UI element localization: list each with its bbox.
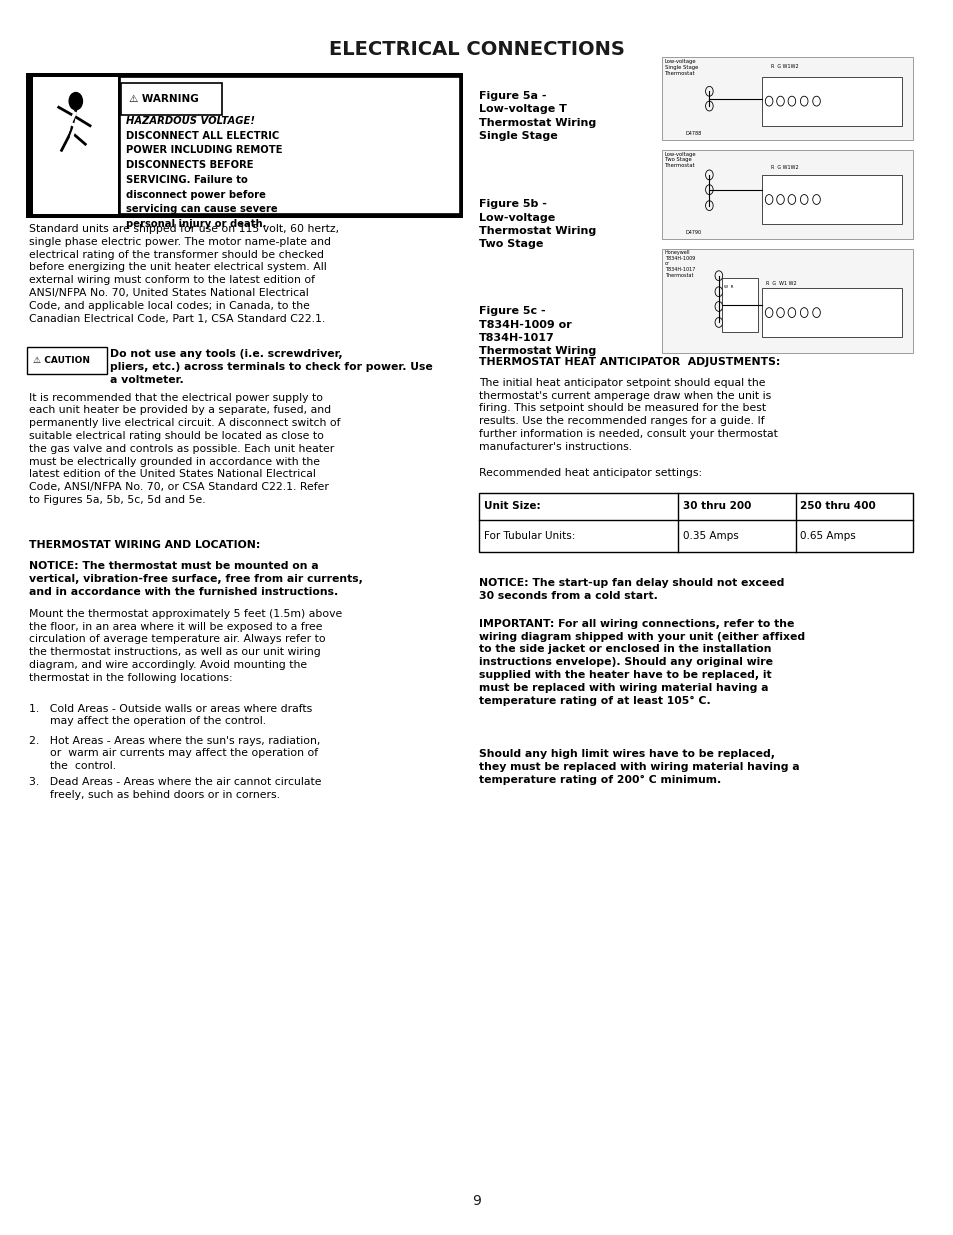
Text: 250 thru 400: 250 thru 400 <box>800 501 875 511</box>
Text: 0.35 Amps: 0.35 Amps <box>682 531 738 541</box>
Text: The initial heat anticipator setpoint should equal the
thermostat's current ampe: The initial heat anticipator setpoint sh… <box>478 378 777 452</box>
Text: Figure 5c -
T834H-1009 or
T834H-1017
Thermostat Wiring: Figure 5c - T834H-1009 or T834H-1017 The… <box>478 306 596 356</box>
Text: ⚠ CAUTION: ⚠ CAUTION <box>33 356 90 366</box>
Text: POWER INCLUDING REMOTE: POWER INCLUDING REMOTE <box>126 146 282 156</box>
Text: 0.65 Amps: 0.65 Amps <box>800 531 855 541</box>
Text: personal injury or death.: personal injury or death. <box>126 219 266 230</box>
Text: R  G W1W2: R G W1W2 <box>770 165 798 170</box>
FancyBboxPatch shape <box>28 347 107 374</box>
Text: D4788: D4788 <box>685 131 701 136</box>
Text: Figure 5a -
Low-voltage T
Thermostat Wiring
Single Stage: Figure 5a - Low-voltage T Thermostat Wir… <box>478 91 596 141</box>
Text: Standard units are shipped for use on 115 volt, 60 hertz,
single phase electric : Standard units are shipped for use on 11… <box>30 224 339 324</box>
FancyBboxPatch shape <box>760 288 901 337</box>
Text: For Tubular Units:: For Tubular Units: <box>483 531 575 541</box>
Text: 9: 9 <box>472 1194 481 1209</box>
Text: Unit Size:: Unit Size: <box>483 501 539 511</box>
Text: R  G W1W2: R G W1W2 <box>770 64 798 69</box>
Text: THERMOSTAT HEAT ANTICIPATOR  ADJUSTMENTS:: THERMOSTAT HEAT ANTICIPATOR ADJUSTMENTS: <box>478 357 780 367</box>
Text: Figure 5b -
Low-voltage
Thermostat Wiring
Two Stage: Figure 5b - Low-voltage Thermostat Wirin… <box>478 200 596 249</box>
FancyBboxPatch shape <box>760 175 901 224</box>
Text: HAZARDOUS VOLTAGE!: HAZARDOUS VOLTAGE! <box>126 116 254 126</box>
Text: Recommended heat anticipator settings:: Recommended heat anticipator settings: <box>478 468 701 478</box>
Text: IMPORTANT: For all wiring connections, refer to the
wiring diagram shipped with : IMPORTANT: For all wiring connections, r… <box>478 619 804 705</box>
Text: Low-voltage
Two Stage
Thermostat: Low-voltage Two Stage Thermostat <box>664 152 696 168</box>
Text: servicing can cause severe: servicing can cause severe <box>126 205 277 215</box>
Text: THERMOSTAT WIRING AND LOCATION:: THERMOSTAT WIRING AND LOCATION: <box>30 540 260 550</box>
Text: D4790: D4790 <box>685 230 701 235</box>
Text: 1.   Cold Areas - Outside walls or areas where drafts
      may affect the opera: 1. Cold Areas - Outside walls or areas w… <box>30 704 313 726</box>
Text: Low-voltage
Single Stage
Thermostat: Low-voltage Single Stage Thermostat <box>664 59 698 75</box>
FancyBboxPatch shape <box>121 83 222 115</box>
Text: NOTICE: The thermostat must be mounted on a
vertical, vibration-free surface, fr: NOTICE: The thermostat must be mounted o… <box>30 561 363 597</box>
Text: 2.   Hot Areas - Areas where the sun's rays, radiation,
      or  warm air curre: 2. Hot Areas - Areas where the sun's ray… <box>30 736 320 771</box>
Text: Mount the thermostat approximately 5 feet (1.5m) above
the floor, in an area whe: Mount the thermostat approximately 5 fee… <box>30 609 342 683</box>
Text: Honeywell
T834H-1009
or
T834H-1017
Thermostat: Honeywell T834H-1009 or T834H-1017 Therm… <box>664 249 695 278</box>
Text: It is recommended that the electrical power supply to
each unit heater be provid: It is recommended that the electrical po… <box>30 393 340 505</box>
Text: SERVICING. Failure to: SERVICING. Failure to <box>126 175 248 185</box>
Text: 3.   Dead Areas - Areas where the air cannot circulate
      freely, such as beh: 3. Dead Areas - Areas where the air cann… <box>30 777 321 800</box>
Text: disconnect power before: disconnect power before <box>126 190 266 200</box>
Bar <box>478 493 912 552</box>
FancyBboxPatch shape <box>120 77 459 214</box>
FancyBboxPatch shape <box>661 57 912 141</box>
Text: ELECTRICAL CONNECTIONS: ELECTRICAL CONNECTIONS <box>329 40 624 59</box>
FancyBboxPatch shape <box>720 278 757 332</box>
Text: Should any high limit wires have to be replaced,
they must be replaced with wiri: Should any high limit wires have to be r… <box>478 750 799 784</box>
FancyBboxPatch shape <box>760 77 901 126</box>
FancyBboxPatch shape <box>661 248 912 353</box>
Circle shape <box>70 93 82 110</box>
Text: DISCONNECTS BEFORE: DISCONNECTS BEFORE <box>126 161 253 170</box>
Text: 30 thru 200: 30 thru 200 <box>682 501 750 511</box>
Text: NOTICE: The start-up fan delay should not exceed
30 seconds from a cold start.: NOTICE: The start-up fan delay should no… <box>478 578 783 601</box>
Text: W  R: W R <box>722 285 732 289</box>
Text: Do not use any tools (i.e. screwdriver,
pliers, etc.) across terminals to check : Do not use any tools (i.e. screwdriver, … <box>110 350 433 385</box>
FancyBboxPatch shape <box>27 73 462 217</box>
FancyBboxPatch shape <box>661 151 912 238</box>
FancyBboxPatch shape <box>33 77 118 214</box>
Text: DISCONNECT ALL ELECTRIC: DISCONNECT ALL ELECTRIC <box>126 131 279 141</box>
Text: R  G  W1 W2: R G W1 W2 <box>765 280 796 285</box>
Text: ⚠ WARNING: ⚠ WARNING <box>129 94 198 104</box>
